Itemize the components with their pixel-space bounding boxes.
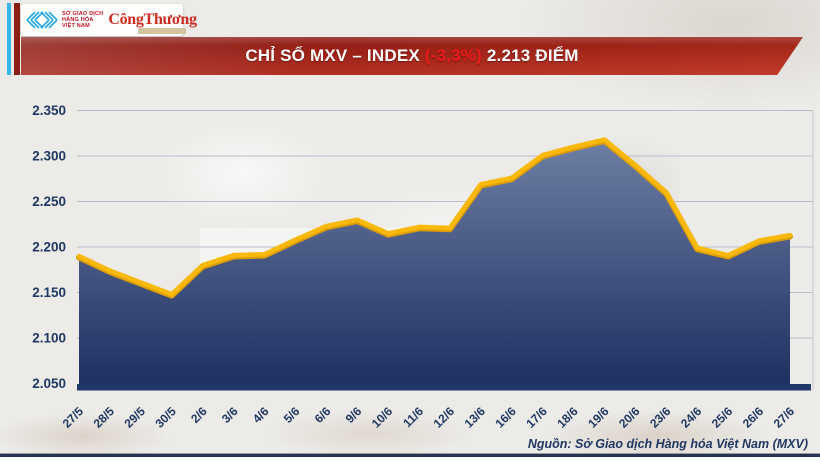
x-tick-label: 9/6 [343,404,365,426]
y-tick-label: 2.200 [32,240,66,255]
x-tick-label: 26/6 [740,404,767,431]
congthuong-logo: CôngThương [108,11,197,34]
x-tick-label: 29/5 [122,404,149,431]
x-tick-label: 18/6 [554,404,581,431]
congthuong-logo-text: CôngThương [108,11,197,28]
y-tick-label: 2.100 [32,331,66,346]
source-caption: Nguồn: Sở Giao dịch Hàng hóa Việt Nam (M… [527,437,808,451]
mxv-logo-line3: VIỆT NAM [62,23,90,30]
mxv-logo-icon [26,11,58,29]
chart-title-prefix: CHỈ SỐ MXV – INDEX [245,46,425,65]
chart-title-suffix: 2.213 ĐIỂM [481,46,579,65]
index-area-chart: 2.050 2.100 2.150 2.200 2.250 2.300 2.350 27/5 2… [0,85,820,455]
mxv-logo-text: SỞ GIAO DỊCH HÀNG HÓA VIỆT NAM [62,11,103,30]
x-tick-label: 24/6 [678,404,705,431]
x-tick-label: 20/6 [616,404,643,431]
accent-stripe-red [14,3,20,75]
x-tick-label: 6/6 [312,404,334,426]
chart-title: CHỈ SỐ MXV – INDEX (-3,3%) 2.213 ĐIỂM [21,37,803,75]
y-tick-label: 2.150 [32,285,66,300]
title-banner: CHỈ SỐ MXV – INDEX (-3,3%) 2.213 ĐIỂM [21,37,803,75]
x-tick-label: 2/6 [188,404,210,426]
x-tick-label: 4/6 [250,404,272,426]
y-tick-label: 2.350 [32,103,66,118]
x-tick-label: 27/6 [771,404,798,431]
x-tick-label: 3/6 [219,404,241,426]
x-tick-label: 5/6 [281,404,303,426]
x-tick-label: 11/6 [400,404,426,430]
x-tick-label: 16/6 [492,404,519,431]
bottom-divider [0,453,820,457]
x-tick-label: 28/5 [91,404,118,431]
header-logo-box: SỞ GIAO DỊCH HÀNG HÓA VIỆT NAM CôngThươn… [21,4,197,36]
x-tick-label: 12/6 [431,404,458,431]
x-tick-label: 19/6 [585,404,612,431]
x-tick-label: 10/6 [369,404,396,431]
x-tick-label: 17/6 [523,404,550,431]
y-tick-label: 2.250 [32,194,66,209]
x-tick-label: 25/6 [709,404,736,431]
x-tick-label: 30/5 [152,404,179,431]
bottom-margin [0,457,820,461]
y-tick-label: 2.050 [32,376,66,391]
x-tick-label: 23/6 [647,404,674,431]
accent-stripe-cyan [7,3,11,75]
mxv-logo-line2: HÀNG HÓA [62,16,94,23]
y-tick-label: 2.300 [32,149,66,164]
congthuong-tagline-bar [138,28,187,34]
x-tick-label: 27/5 [60,404,87,431]
chart-title-change: (-3,3%) [424,46,482,65]
x-tick-label: 13/6 [462,404,489,431]
mxv-logo-line1: SỞ GIAO DỊCH [62,10,104,17]
